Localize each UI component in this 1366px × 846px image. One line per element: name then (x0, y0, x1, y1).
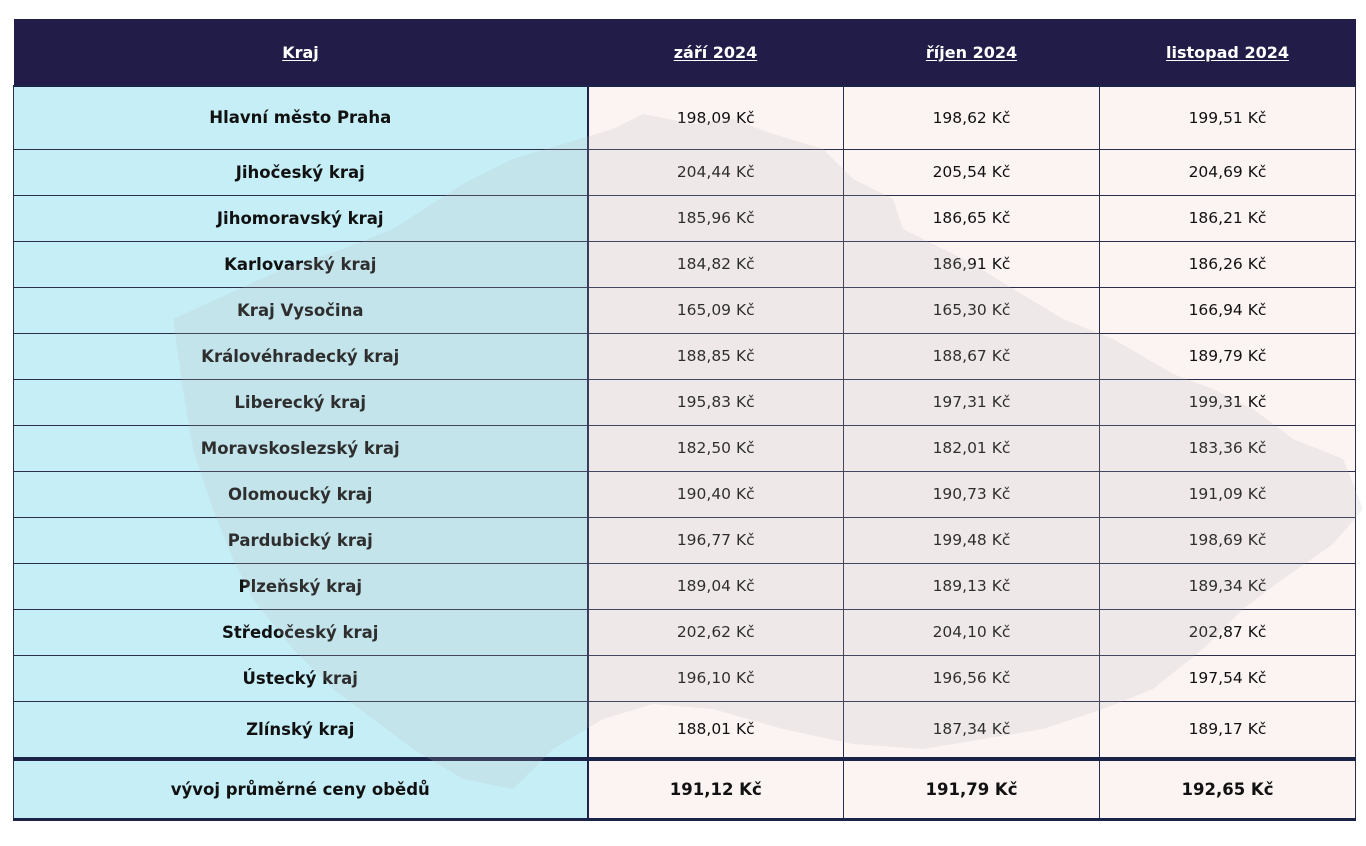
price-cell: 186,91 Kč (843, 240, 1100, 288)
price-cell: 188,67 Kč (843, 332, 1100, 380)
header-row: Kraj září 2024 říjen 2024 listopad 2024 (13, 19, 1356, 86)
price-cell: 183,36 Kč (1099, 424, 1356, 472)
region-cell: Královéhradecký kraj (13, 332, 589, 380)
price-cell: 189,04 Kč (587, 562, 844, 610)
header-nov-2024[interactable]: listopad 2024 (1099, 19, 1356, 86)
price-cell: 189,17 Kč (1099, 700, 1356, 760)
price-cell: 204,44 Kč (587, 148, 844, 196)
price-cell: 204,10 Kč (843, 608, 1100, 656)
price-cell: 165,30 Kč (843, 286, 1100, 334)
price-cell: 189,79 Kč (1099, 332, 1356, 380)
price-cell: 195,83 Kč (587, 378, 844, 426)
price-cell: 186,21 Kč (1099, 194, 1356, 242)
price-cell: 187,34 Kč (843, 700, 1100, 760)
table-row: Liberecký kraj 195,83 Kč 197,31 Kč 199,31 K… (13, 378, 1356, 426)
region-cell: Moravskoslezský kraj (13, 424, 589, 472)
price-cell: 190,73 Kč (843, 470, 1100, 518)
table-row: Karlovarský kraj 184,82 Kč 186,91 Kč 186,26… (13, 240, 1356, 288)
price-cell: 197,31 Kč (843, 378, 1100, 426)
price-cell: 186,26 Kč (1099, 240, 1356, 288)
region-cell: Liberecký kraj (13, 378, 589, 426)
price-cell: 196,10 Kč (587, 654, 844, 702)
summary-price-cell: 191,79 Kč (843, 757, 1100, 821)
table-row: Královéhradecký kraj 188,85 Kč 188,67 Kč 18… (13, 332, 1356, 380)
price-cell: 188,85 Kč (587, 332, 844, 380)
region-cell: Plzeňský kraj (13, 562, 589, 610)
summary-price-cell: 192,65 Kč (1099, 757, 1356, 821)
price-cell: 199,31 Kč (1099, 378, 1356, 426)
price-cell: 188,01 Kč (587, 700, 844, 760)
price-table-container: Kraj září 2024 říjen 2024 listopad 2024 … (13, 19, 1363, 821)
price-cell: 198,09 Kč (587, 85, 844, 150)
table-row: Plzeňský kraj 189,04 Kč 189,13 Kč 189,34 Kč (13, 562, 1356, 610)
price-cell: 191,09 Kč (1099, 470, 1356, 518)
price-cell: 186,65 Kč (843, 194, 1100, 242)
table-row: Hlavní město Praha 198,09 Kč 198,62 Kč 199,… (13, 85, 1356, 150)
region-cell: Kraj Vysočina (13, 286, 589, 334)
price-cell: 197,54 Kč (1099, 654, 1356, 702)
price-cell: 202,87 Kč (1099, 608, 1356, 656)
price-cell: 199,51 Kč (1099, 85, 1356, 150)
header-sep-2024[interactable]: září 2024 (587, 19, 844, 86)
region-cell: Jihočeský kraj (13, 148, 589, 196)
price-cell: 189,34 Kč (1099, 562, 1356, 610)
table-row: Zlínský kraj 188,01 Kč 187,34 Kč 189,17 Kč (13, 700, 1356, 760)
price-cell: 182,01 Kč (843, 424, 1100, 472)
table-row: Kraj Vysočina 165,09 Kč 165,30 Kč 166,94 Kč (13, 286, 1356, 334)
header-oct-2024[interactable]: říjen 2024 (843, 19, 1100, 86)
price-cell: 165,09 Kč (587, 286, 844, 334)
region-cell: Ústecký kraj (13, 654, 589, 702)
table-body: Hlavní město Praha 198,09 Kč 198,62 Kč 199,… (13, 85, 1356, 821)
header-kraj[interactable]: Kraj (13, 19, 588, 86)
lunch-price-table: Kraj září 2024 říjen 2024 listopad 2024 … (13, 19, 1356, 821)
price-cell: 202,62 Kč (587, 608, 844, 656)
region-cell: Hlavní město Praha (13, 85, 589, 150)
table-row: Jihomoravský kraj 185,96 Kč 186,65 Kč 186,2… (13, 194, 1356, 242)
table-row: Jihočeský kraj 204,44 Kč 205,54 Kč 204,69 K… (13, 148, 1356, 196)
price-cell: 196,56 Kč (843, 654, 1100, 702)
price-cell: 198,69 Kč (1099, 516, 1356, 564)
region-cell: Zlínský kraj (13, 700, 589, 760)
price-cell: 205,54 Kč (843, 148, 1100, 196)
table-row: Pardubický kraj 196,77 Kč 199,48 Kč 198,69 … (13, 516, 1356, 564)
region-cell: Olomoucký kraj (13, 470, 589, 518)
region-cell: Karlovarský kraj (13, 240, 589, 288)
region-cell: Středočeský kraj (13, 608, 589, 656)
table-row: Ústecký kraj 196,10 Kč 196,56 Kč 197,54 Kč (13, 654, 1356, 702)
summary-price-cell: 191,12 Kč (587, 757, 844, 821)
price-cell: 204,69 Kč (1099, 148, 1356, 196)
price-cell: 190,40 Kč (587, 470, 844, 518)
price-cell: 199,48 Kč (843, 516, 1100, 564)
price-cell: 198,62 Kč (843, 85, 1100, 150)
summary-label: vývoj průměrné ceny obědů (13, 757, 589, 821)
price-cell: 185,96 Kč (587, 194, 844, 242)
price-cell: 182,50 Kč (587, 424, 844, 472)
table-row: Středočeský kraj 202,62 Kč 204,10 Kč 202,87… (13, 608, 1356, 656)
price-cell: 196,77 Kč (587, 516, 844, 564)
summary-row: vývoj průměrné ceny obědů 191,12 Kč 191,79… (13, 757, 1356, 821)
region-cell: Pardubický kraj (13, 516, 589, 564)
region-cell: Jihomoravský kraj (13, 194, 589, 242)
table-row: Moravskoslezský kraj 182,50 Kč 182,01 Kč 18… (13, 424, 1356, 472)
price-cell: 184,82 Kč (587, 240, 844, 288)
table-row: Olomoucký kraj 190,40 Kč 190,73 Kč 191,09 K… (13, 470, 1356, 518)
price-cell: 166,94 Kč (1099, 286, 1356, 334)
price-cell: 189,13 Kč (843, 562, 1100, 610)
